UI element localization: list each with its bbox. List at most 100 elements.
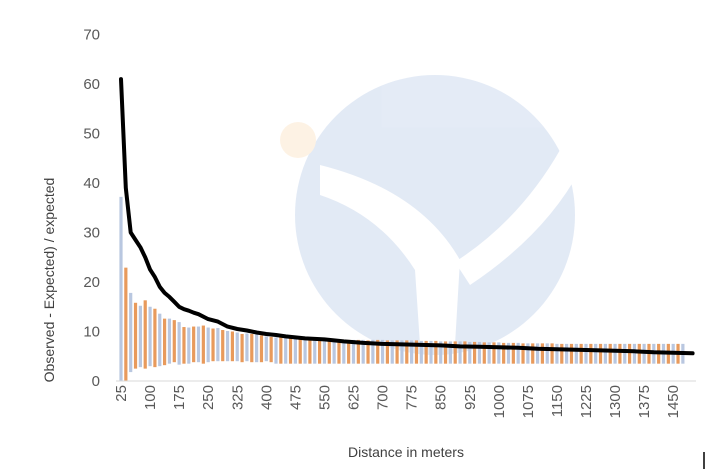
bar <box>206 327 210 363</box>
bar <box>623 343 627 364</box>
bar <box>395 340 399 364</box>
bar <box>153 308 157 368</box>
x-tick-label: 850 <box>433 385 450 410</box>
y-axis-title: Observed - Expected) / expected <box>41 178 57 383</box>
bar <box>613 343 617 364</box>
bar <box>371 339 375 364</box>
bar <box>390 340 394 364</box>
bar <box>177 322 181 365</box>
bar <box>129 292 133 373</box>
bar <box>225 331 230 362</box>
bar <box>255 334 259 363</box>
x-axis-title: Distance in meters <box>348 444 464 460</box>
bar <box>230 331 235 362</box>
bar <box>138 305 142 368</box>
bar <box>574 343 578 364</box>
y-tick-label: 20 <box>83 274 100 291</box>
bar <box>400 340 404 364</box>
bar <box>535 343 540 364</box>
bar <box>327 339 331 364</box>
bar <box>516 342 520 364</box>
bar <box>182 327 186 364</box>
x-tick-label: 700 <box>375 385 392 410</box>
bar <box>284 337 288 364</box>
bar <box>589 343 593 364</box>
x-tick-label: 175 <box>171 385 188 410</box>
bar <box>569 343 574 364</box>
bar <box>288 338 293 364</box>
bar <box>468 341 472 364</box>
bar <box>419 340 423 364</box>
bar <box>429 340 433 364</box>
bar <box>458 341 462 364</box>
bar <box>545 343 549 364</box>
bar <box>240 333 244 363</box>
bar <box>124 267 128 381</box>
bar <box>322 339 327 364</box>
bar <box>187 327 191 364</box>
bar <box>279 336 283 364</box>
bar <box>472 341 477 364</box>
x-tick-label: 925 <box>462 385 479 410</box>
bar <box>463 341 467 364</box>
bar <box>540 343 545 364</box>
bar <box>443 341 448 364</box>
bar <box>201 325 205 364</box>
bar <box>598 343 603 364</box>
bar <box>579 343 583 364</box>
bar <box>351 339 356 364</box>
bar <box>526 343 530 364</box>
bar <box>303 339 307 364</box>
bar <box>565 343 569 364</box>
x-tick-label: 25 <box>113 385 130 402</box>
bar <box>167 318 172 364</box>
bar <box>366 340 370 364</box>
x-axis-ticks: 25 100 175 250 325 400 475 550 625 700 775 850 925 10… <box>113 385 682 418</box>
y-tick-label: 60 <box>83 76 100 93</box>
bar <box>274 337 278 364</box>
bar <box>414 340 419 364</box>
x-tick-label: 100 <box>142 385 159 410</box>
bar <box>356 339 360 364</box>
bar <box>337 339 341 364</box>
y-tick-label: 70 <box>83 27 100 44</box>
bar <box>119 196 123 381</box>
bar <box>405 340 409 364</box>
x-tick-label: 550 <box>316 385 333 410</box>
trend-line <box>119 77 695 356</box>
x-tick-label: 1225 <box>578 385 595 418</box>
y-tick-label: 0 <box>92 373 100 390</box>
bar <box>637 343 641 364</box>
bar <box>424 340 428 364</box>
bar <box>317 339 322 364</box>
bar <box>143 300 147 369</box>
bar <box>506 342 511 364</box>
bar <box>502 342 506 364</box>
bar <box>221 330 225 362</box>
bar <box>492 342 496 364</box>
bar <box>632 343 637 364</box>
x-tick-label: 475 <box>287 385 304 410</box>
x-tick-label: 1000 <box>491 385 508 418</box>
bar <box>250 333 254 363</box>
x-tick-label: 775 <box>404 385 421 410</box>
x-tick-label: 625 <box>346 385 363 410</box>
bar <box>172 320 176 363</box>
bar <box>133 302 138 369</box>
x-tick-label: 1450 <box>665 385 682 418</box>
bar <box>211 328 215 362</box>
bar <box>332 339 336 364</box>
bar <box>376 339 380 364</box>
x-tick-label: 250 <box>200 385 217 410</box>
bar <box>521 343 525 364</box>
bar <box>511 342 515 364</box>
bar <box>235 332 239 362</box>
bar <box>361 339 365 364</box>
bar <box>293 338 297 364</box>
y-axis-ticks: 0 10 20 30 40 50 60 70 <box>83 27 100 391</box>
bar <box>196 326 201 363</box>
watermark-logo <box>280 75 580 355</box>
bar <box>487 342 491 364</box>
bar <box>385 340 390 364</box>
